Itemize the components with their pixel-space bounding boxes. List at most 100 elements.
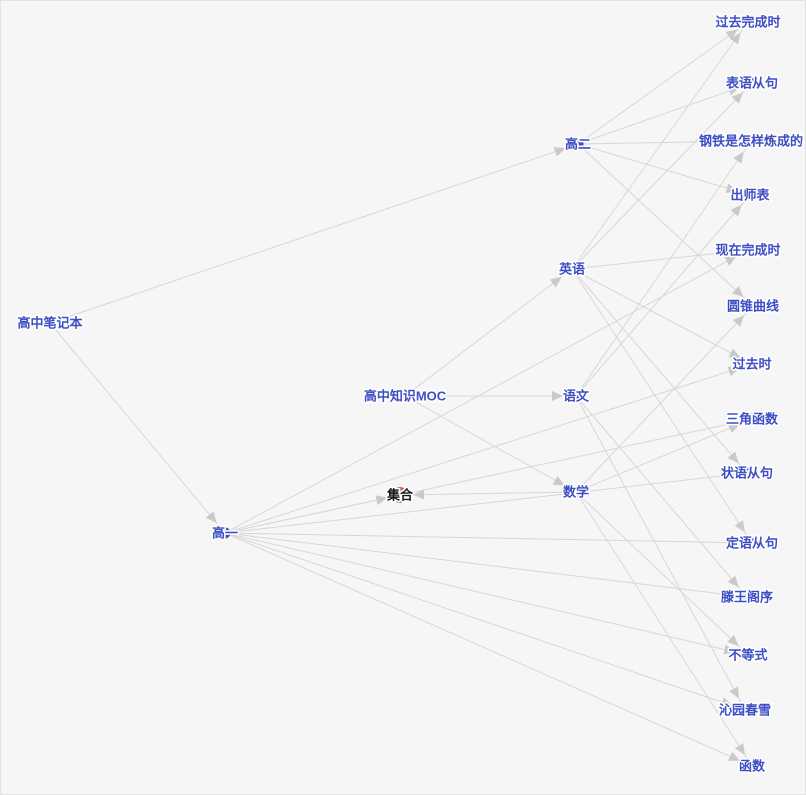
graph-node-year2[interactable]: 高二 (563, 135, 592, 153)
node-dot (219, 527, 231, 539)
graph-node-function[interactable]: 函数 (737, 757, 767, 775)
node-label-steel: 钢铁是怎样炼成的 (699, 134, 803, 149)
graph-edge (49, 322, 226, 534)
node-dot (746, 537, 758, 549)
graph-edge (577, 21, 749, 145)
graph-node-math[interactable]: 数学 (561, 483, 590, 501)
graph-node-set[interactable]: 集合 (384, 486, 415, 504)
node-label-conic-curve: 圆锥曲线 (727, 299, 779, 314)
edge-arrowhead (730, 204, 742, 217)
graph-node-adverbial-clause[interactable]: 状语从句 (719, 464, 774, 482)
graph-edge (575, 395, 746, 711)
node-dot (745, 135, 757, 147)
node-dot (746, 358, 758, 370)
edge-arrowhead (727, 537, 740, 548)
graph-edge (224, 532, 746, 711)
edge-arrowhead (722, 589, 735, 600)
graph-node-tengwang[interactable]: 滕王阁序 (719, 588, 774, 606)
node-label-chushibiao: 出师表 (730, 188, 770, 203)
graph-node-inequality[interactable]: 不等式 (727, 646, 769, 664)
node-dot (747, 300, 759, 312)
edge-arrowhead (723, 644, 736, 655)
graph-edge (575, 491, 753, 767)
graph-edge (571, 249, 749, 270)
graph-edge (577, 140, 752, 145)
node-label-qinyuanchun-snow: 沁园春雪 (719, 703, 771, 718)
node-label-year1: 高一 (212, 526, 238, 541)
graph-edge (575, 491, 749, 656)
node-dot (741, 467, 753, 479)
edge-arrowhead (732, 315, 745, 327)
edge-arrowhead (549, 276, 562, 288)
node-dot (742, 244, 754, 256)
graph-node-past-tense[interactable]: 过去时 (731, 355, 773, 373)
graph-node-chushibiao[interactable]: 出师表 (729, 186, 772, 204)
graph-edge (224, 249, 749, 534)
edge-arrowhead (727, 366, 740, 377)
graph-node-english[interactable]: 英语 (556, 260, 586, 278)
node-label-year2: 高二 (565, 137, 591, 152)
edge-arrowhead (727, 575, 739, 588)
node-label-english: 英语 (558, 262, 585, 277)
edge-arrowhead (553, 146, 566, 157)
node-label-function: 函数 (739, 759, 766, 774)
graph-node-chinese[interactable]: 语文 (561, 387, 591, 405)
edge-arrowhead (731, 92, 743, 104)
graph-edge (404, 268, 573, 397)
graph-node-moc[interactable]: 高中知识MOC (362, 387, 448, 405)
graph-edge (49, 143, 579, 324)
graph-node-present-perfect[interactable]: 现在完成时 (714, 241, 782, 259)
node-dot (746, 760, 758, 772)
graph-edge (224, 532, 749, 656)
node-dot (739, 704, 751, 716)
edge-arrowhead (733, 151, 744, 164)
graph-node-trig-function[interactable]: 三角函数 (724, 410, 780, 428)
graph-node-notebook[interactable]: 高中笔记本 (16, 314, 84, 332)
node-label-tengwang: 滕王阁序 (721, 590, 773, 605)
node-label-predicative-clause: 表语从句 (725, 76, 778, 91)
graph-edge (571, 268, 753, 544)
node-label-moc: 高中知识MOC (364, 389, 447, 404)
edge-arrowhead (728, 348, 741, 358)
node-label-present-perfect: 现在完成时 (715, 243, 780, 258)
graph-edge (571, 268, 748, 474)
node-label-past-perfect: 过去完成时 (715, 15, 780, 30)
node-dot (746, 413, 758, 425)
edge-arrowhead (730, 32, 741, 45)
edge-arrowhead (727, 451, 739, 464)
graph-node-steel[interactable]: 钢铁是怎样炼成的 (697, 132, 804, 150)
graph-node-predicative-clause[interactable]: 表语从句 (723, 74, 779, 92)
graph-node-qinyuanchun-snow[interactable]: 沁园春雪 (717, 701, 772, 719)
graph-node-year1[interactable]: 高一 (210, 524, 239, 542)
edge-arrowhead (205, 511, 217, 524)
edge-arrowhead (552, 475, 565, 486)
focused-node-dot (392, 487, 408, 503)
node-dot (570, 390, 582, 402)
graph-edge (571, 268, 753, 365)
node-dot (572, 138, 584, 150)
graph-edge (577, 143, 754, 307)
node-dot (399, 390, 411, 402)
graph-edge (575, 395, 748, 598)
graph-edge (577, 143, 751, 196)
graph-edge (575, 140, 752, 397)
graph-node-attributive-clause[interactable]: 定语从句 (723, 534, 779, 552)
node-label-chinese: 语文 (563, 389, 590, 404)
graph-node-conic-curve[interactable]: 圆锥曲线 (725, 297, 780, 315)
node-dot (744, 189, 756, 201)
graph-edge (571, 21, 749, 270)
graph-edge (577, 82, 753, 145)
edge-arrowhead (724, 256, 737, 266)
node-label-attributive-clause: 定语从句 (725, 536, 778, 551)
node-dot (741, 591, 753, 603)
graph-edge (571, 82, 753, 270)
arrowheads-layer (205, 29, 745, 761)
node-label-inequality: 不等式 (728, 648, 767, 663)
edge-arrowhead (722, 470, 735, 481)
graph-edge (575, 418, 753, 493)
graph-edge (404, 395, 577, 493)
graph-node-past-perfect[interactable]: 过去完成时 (714, 13, 782, 31)
edge-arrowhead (727, 634, 739, 647)
